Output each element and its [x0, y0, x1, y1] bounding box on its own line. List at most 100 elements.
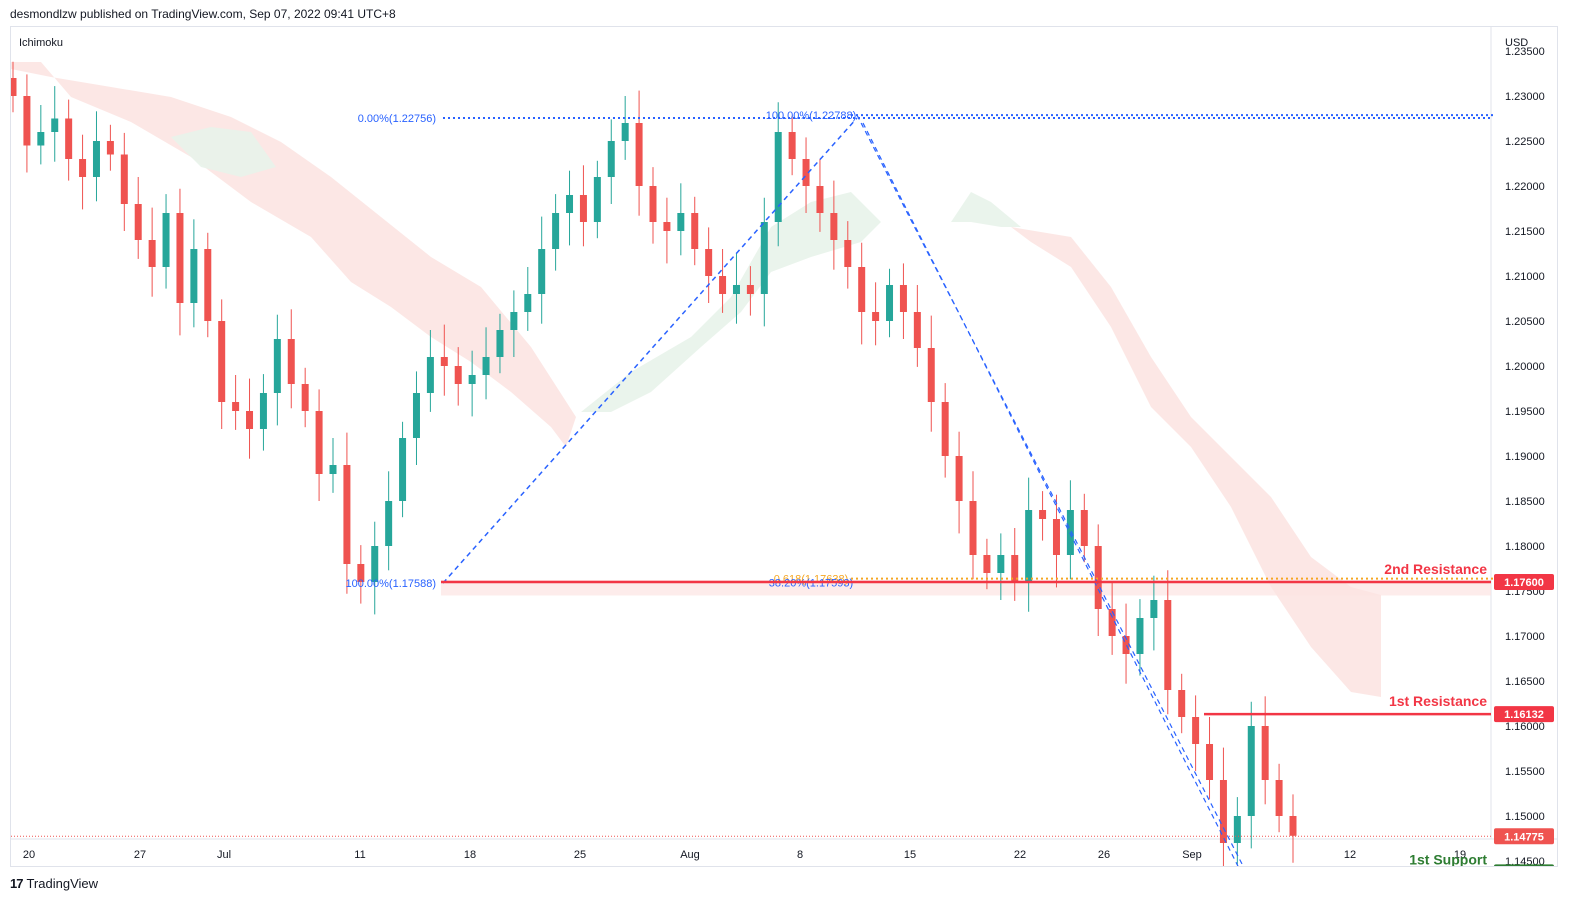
- candle-body: [1108, 609, 1116, 636]
- fib-right-label: 38.20%(1.17593): [769, 578, 853, 590]
- y-tick-label: 1.21000: [1505, 271, 1545, 283]
- chart-frame: Ichimoku USD 1.23500 1.23000 1.22500 1.22000 1…: [9, 26, 1558, 907]
- last-price-badge-text: 1.14775: [1504, 831, 1544, 843]
- y-tick-label: 1.20000: [1505, 361, 1545, 373]
- candle-body: [510, 312, 518, 330]
- level-badge-text: 1.16132: [1504, 709, 1544, 721]
- level-badge-text: 1.17600: [1504, 577, 1544, 589]
- candle-body: [23, 96, 31, 146]
- candle-body: [983, 555, 991, 573]
- candle-body: [816, 186, 824, 213]
- x-tick-label: 8: [797, 849, 803, 861]
- x-tick-label: 15: [904, 849, 916, 861]
- candle-body: [1261, 726, 1269, 780]
- ichimoku-cloud-bull: [951, 192, 1021, 227]
- candle-body: [9, 78, 17, 96]
- candle-body: [732, 285, 740, 294]
- x-tick-label: Jul: [217, 849, 231, 861]
- candle-body: [1275, 780, 1283, 816]
- candle-body: [858, 267, 866, 312]
- candle-body: [927, 348, 935, 402]
- fib-left-label: 161.80%(1.14395): [345, 865, 436, 866]
- y-tick-label: 1.17000: [1505, 631, 1545, 643]
- footer-brand: TradingView: [26, 876, 99, 891]
- x-tick-label: 26: [1098, 849, 1110, 861]
- candle-body: [524, 294, 532, 312]
- candle-body: [343, 465, 351, 564]
- level-badge: [1494, 574, 1554, 590]
- x-tick-label: 25: [574, 849, 586, 861]
- candle-body: [705, 249, 713, 276]
- candle-body: [468, 375, 476, 384]
- candle-body: [92, 141, 100, 177]
- candle-body: [913, 312, 921, 348]
- candle-body: [538, 249, 546, 294]
- candle-body: [649, 186, 657, 222]
- candle-body: [246, 411, 254, 429]
- y-tick-label: 1.19500: [1505, 406, 1545, 418]
- candle-body: [482, 357, 490, 375]
- candle-body: [1025, 510, 1033, 582]
- candle-body: [844, 240, 852, 267]
- candle-body: [941, 402, 949, 456]
- candle-body: [426, 357, 434, 393]
- y-tick-label: 1.18000: [1505, 541, 1545, 553]
- candle-body: [148, 240, 156, 267]
- candle-body: [886, 285, 894, 321]
- fib-right-label: 100.00%(1.22788): [766, 110, 857, 122]
- candle-body: [1233, 816, 1241, 843]
- y-tick-label: 1.20500: [1505, 316, 1545, 328]
- candle-body: [65, 118, 73, 159]
- candle-body: [635, 123, 643, 186]
- level-label: 1st Resistance: [1389, 693, 1487, 709]
- currency-label: USD: [1505, 37, 1528, 49]
- candle-body: [162, 213, 170, 267]
- candle-body: [1206, 744, 1214, 780]
- candle-body: [357, 564, 365, 582]
- candle-body: [412, 393, 420, 438]
- x-tick-label: 12: [1344, 849, 1356, 861]
- candle-body: [969, 501, 977, 555]
- candle-body: [899, 285, 907, 312]
- y-tick-label: 1.16000: [1505, 721, 1545, 733]
- fib-trend-line-up: [442, 117, 858, 584]
- fib-left-label: 0.00%(1.22756): [358, 113, 436, 125]
- last-price-badge: [1494, 828, 1554, 845]
- x-tick-label: Sep: [1182, 849, 1202, 861]
- tradingview-logo-icon: 17: [10, 876, 24, 891]
- candle-body: [1080, 510, 1088, 546]
- x-tick-label: 19: [1454, 849, 1466, 861]
- candle-body: [1136, 618, 1144, 654]
- candle-body: [1039, 510, 1047, 519]
- level-badge: [1494, 864, 1554, 881]
- candle-body: [1122, 636, 1130, 654]
- candle-body: [218, 321, 226, 402]
- candle-body: [120, 154, 128, 204]
- candle-body: [677, 213, 685, 231]
- y-tick-label: 1.23000: [1505, 91, 1545, 103]
- candle-body: [566, 195, 574, 213]
- candle-body: [1066, 510, 1074, 555]
- candle-body: [1164, 600, 1172, 690]
- candle-body: [1011, 555, 1019, 582]
- x-tick-label: 27: [134, 849, 146, 861]
- candle-body: [691, 213, 699, 249]
- y-tick-label: 1.22000: [1505, 181, 1545, 193]
- candle-body: [79, 159, 87, 177]
- candle-body: [440, 357, 448, 366]
- y-tick-label: 1.21500: [1505, 226, 1545, 238]
- candle-body: [204, 249, 212, 321]
- candle-body: [315, 411, 323, 474]
- candle-body: [454, 366, 462, 384]
- candle-body: [37, 132, 45, 146]
- x-tick-label: 20: [23, 849, 35, 861]
- candle-body: [802, 159, 810, 186]
- candle-body: [106, 141, 114, 155]
- y-tick-label: 1.19000: [1505, 451, 1545, 463]
- candle-body: [607, 141, 615, 177]
- x-tick-label: 22: [1014, 849, 1026, 861]
- footer[interactable]: 17 TradingView: [10, 876, 98, 891]
- candle-body: [830, 213, 838, 240]
- candle-body: [176, 213, 184, 303]
